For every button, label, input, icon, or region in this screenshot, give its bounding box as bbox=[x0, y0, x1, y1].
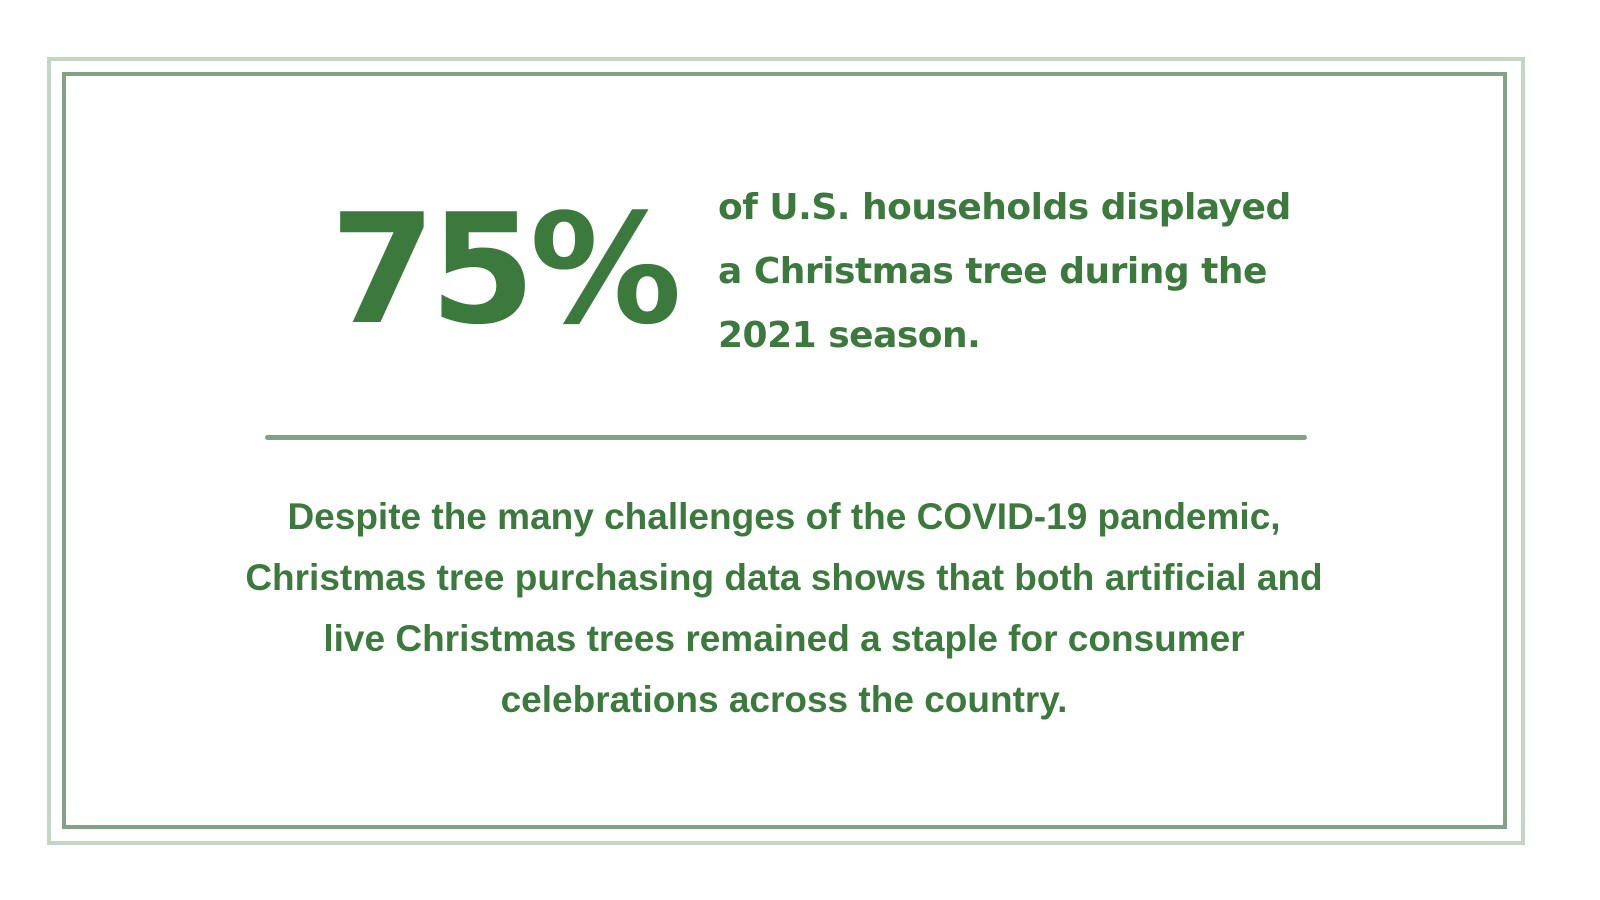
stat-caption-line: a Christmas tree during the bbox=[718, 251, 1267, 292]
stat-caption-line: 2021 season. bbox=[718, 315, 981, 356]
body-line: Christmas tree purchasing data shows tha… bbox=[245, 557, 1323, 598]
stat-percentage: 75% bbox=[330, 181, 682, 358]
stat-caption: of U.S. households displayed a Christmas… bbox=[718, 176, 1291, 368]
body-line: live Christmas trees remained a staple f… bbox=[323, 618, 1245, 659]
outer-frame-border bbox=[47, 57, 1525, 845]
body-paragraph: Despite the many challenges of the COVID… bbox=[150, 486, 1418, 730]
body-line: celebrations across the country. bbox=[500, 679, 1068, 720]
divider-line bbox=[265, 435, 1307, 440]
inner-frame-border bbox=[62, 72, 1507, 829]
body-line: Despite the many challenges of the COVID… bbox=[287, 496, 1281, 537]
stat-caption-line: of U.S. households displayed bbox=[718, 187, 1291, 228]
